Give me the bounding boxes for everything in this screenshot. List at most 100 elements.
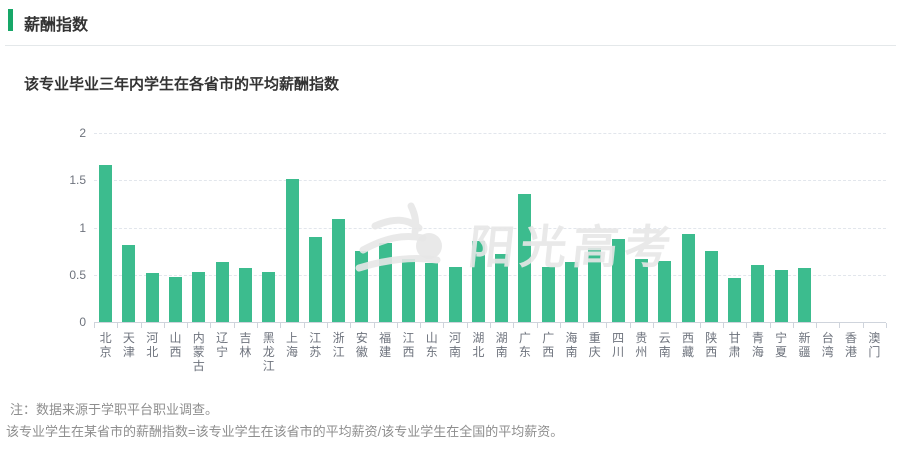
x-axis-label: 辽 宁 — [216, 331, 229, 359]
x-axis-label: 澳 门 — [868, 331, 881, 359]
x-axis-label: 海 南 — [565, 331, 578, 359]
chart-bar — [332, 218, 346, 322]
x-axis-tick — [373, 323, 375, 328]
chart-bar — [215, 262, 229, 322]
chart-bar — [308, 236, 322, 322]
chart-bar — [634, 258, 648, 322]
chart-bar — [99, 165, 113, 322]
chart-bar — [518, 194, 532, 322]
x-axis-label: 吉 林 — [239, 331, 252, 359]
x-axis-label: 陕 西 — [705, 331, 718, 359]
chart-bar — [541, 267, 555, 322]
x-axis-label: 浙 江 — [332, 331, 345, 359]
x-axis-label: 湖 南 — [495, 331, 508, 359]
x-axis-label: 黑 龙 江 — [262, 331, 275, 373]
chart-bar — [611, 238, 625, 322]
x-axis-tick — [466, 323, 468, 328]
chart-bar — [565, 261, 579, 322]
header-divider — [5, 45, 896, 46]
x-axis-tick — [350, 323, 352, 328]
x-axis-label: 江 苏 — [309, 331, 322, 359]
x-axis-tick — [490, 323, 491, 328]
chart-title: 该专业毕业三年内学生在各省市的平均薪酬指数 — [24, 76, 340, 93]
x-axis-label: 广 西 — [542, 331, 555, 359]
y-axis-label: 1.5 — [69, 173, 86, 188]
x-axis-label: 台 湾 — [821, 331, 834, 359]
x-axis-tick — [303, 323, 305, 328]
x-axis-tick — [676, 323, 678, 328]
chart-bar — [355, 251, 369, 322]
x-axis-label: 云 南 — [658, 331, 671, 359]
x-axis-line — [94, 322, 886, 323]
chart-bar — [192, 271, 206, 322]
x-axis-label: 上 海 — [285, 331, 298, 359]
chart-bar — [285, 179, 299, 322]
section-title: 薪酬指数 — [24, 17, 89, 34]
y-axis-label: 2 — [79, 126, 86, 140]
chart-bar — [797, 268, 811, 322]
x-axis-label: 湖 北 — [472, 331, 485, 359]
x-axis-label: 甘 肃 — [728, 331, 741, 359]
x-axis-tick — [536, 323, 538, 328]
chart-bar — [681, 234, 695, 322]
x-axis-label: 山 西 — [169, 331, 182, 359]
x-axis-tick — [210, 323, 212, 328]
x-axis-tick — [583, 323, 585, 328]
x-axis-tick — [559, 323, 561, 328]
x-axis-label: 山 东 — [425, 331, 438, 359]
chart-bar — [751, 265, 765, 322]
x-axis-tick — [396, 323, 398, 328]
x-axis-tick — [629, 323, 631, 328]
chart-bar — [448, 267, 462, 322]
x-axis-tick — [792, 323, 794, 328]
chart-bar — [169, 276, 183, 322]
x-axis-tick — [839, 323, 841, 328]
x-axis-label: 北 京 — [99, 331, 112, 359]
chart-bar — [425, 263, 439, 322]
x-axis-label: 香 港 — [845, 331, 858, 359]
x-axis-tick — [163, 323, 165, 328]
x-axis-label: 青 海 — [751, 331, 764, 359]
x-axis-tick — [816, 323, 818, 328]
y-axis-label: 1 — [79, 220, 86, 235]
chart-bar — [588, 248, 602, 322]
x-axis-tick — [513, 323, 515, 328]
x-axis-label: 河 南 — [449, 331, 462, 359]
x-axis-tick — [443, 323, 445, 328]
section-header: 薪酬指数 — [0, 0, 901, 46]
gridline-1 — [94, 227, 886, 229]
x-axis-label: 福 建 — [379, 331, 392, 359]
x-axis-tick — [326, 323, 328, 328]
chart-bar — [122, 245, 136, 322]
salary-index-bar-chart: 0 0.5 1 1.5 2 北 京天 津河 北山 西内 蒙 古辽 宁吉 林黑 龙 江上 海… — [0, 120, 901, 410]
x-axis-label: 广 东 — [518, 331, 531, 359]
y-axis-label: 0.5 — [69, 267, 86, 282]
x-axis-tick — [233, 323, 235, 328]
x-axis-tick — [862, 323, 864, 328]
chart-bar — [774, 270, 788, 322]
section-accent-bar — [8, 9, 13, 31]
x-axis-tick — [140, 323, 142, 328]
x-axis-tick — [94, 323, 95, 328]
x-axis-tick — [117, 323, 119, 328]
x-axis-label: 江 西 — [402, 331, 415, 359]
chart-bar — [728, 277, 742, 322]
chart-bar — [704, 251, 718, 322]
chart-bar — [378, 242, 392, 322]
x-axis-label: 新 疆 — [798, 331, 811, 359]
x-axis-tick — [280, 323, 282, 328]
x-axis-label: 四 川 — [612, 331, 625, 359]
x-axis-tick — [886, 323, 887, 328]
note-formula-line: 该专业学生在某省市的薪酬指数=该专业学生在该省市的平均薪资/该专业学生在全国的平… — [6, 424, 564, 439]
x-axis-tick — [699, 323, 701, 328]
x-axis-tick — [746, 323, 748, 328]
x-axis-label: 西 藏 — [681, 331, 694, 359]
x-axis-label: 安 徽 — [355, 331, 368, 359]
chart-bar — [401, 258, 415, 322]
x-axis-label: 河 北 — [146, 331, 159, 359]
chart-bar — [145, 272, 159, 322]
chart-bar — [262, 271, 276, 322]
note-source-line: 注：数据来源于学职平台职业调查。 — [10, 402, 219, 417]
gridline-2 — [94, 133, 886, 134]
y-axis-label: 0 — [79, 315, 86, 329]
